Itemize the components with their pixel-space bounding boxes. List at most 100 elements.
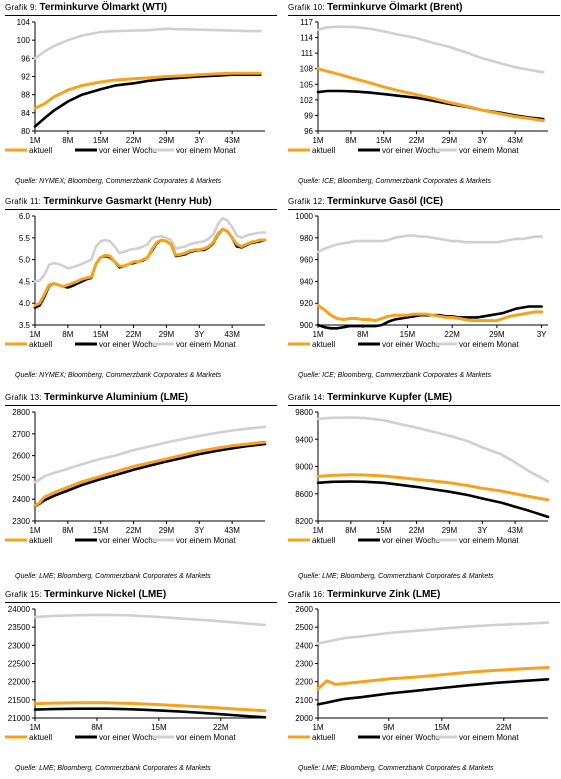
legend-label: vor einer Woche bbox=[382, 340, 441, 349]
chart-title-text: Terminkurve Zink (LME) bbox=[327, 589, 441, 600]
y-tick-label: 9400 bbox=[295, 435, 313, 444]
legend-label: vor einem Monat bbox=[176, 536, 236, 545]
x-tick-label: 22M bbox=[409, 136, 425, 145]
chart-panel: Grafik 11: Terminkurve Gasmarkt (Henry H… bbox=[5, 196, 277, 386]
y-tick-label: 21000 bbox=[8, 714, 31, 723]
line-chart: 900 920 940 960 980 1000 1M 8M 15M 22M 29M 3Y aktuel… bbox=[288, 212, 548, 349]
y-tick-label: 2300 bbox=[12, 517, 30, 526]
x-tick-label: 15M bbox=[434, 723, 450, 732]
series-line-woche bbox=[33, 442, 267, 508]
y-tick-label: 2500 bbox=[12, 473, 30, 482]
chart-title-text: Terminkurve Kupfer (LME) bbox=[327, 392, 452, 403]
legend-label: aktuell bbox=[29, 146, 52, 155]
y-tick-label: 980 bbox=[300, 234, 314, 243]
legend-item-aktuell: aktuell bbox=[5, 536, 52, 545]
x-tick-label: 22M bbox=[409, 526, 425, 535]
series-line-aktuell bbox=[316, 303, 544, 323]
title-divider bbox=[288, 602, 560, 603]
x-tick-label: 8M bbox=[62, 136, 73, 145]
legend-label: vor einer Woche bbox=[99, 340, 158, 349]
y-tick-label: 1000 bbox=[295, 212, 313, 221]
series-line-monat bbox=[316, 234, 543, 254]
y-tick-label: 96 bbox=[304, 127, 313, 136]
series-line-monat bbox=[33, 27, 262, 60]
legend-item-monat: vor einem Monat bbox=[152, 536, 236, 545]
x-tick-label: 22M bbox=[126, 136, 142, 145]
x-tick-label: 1M bbox=[312, 136, 323, 145]
x-tick-label: 3Y bbox=[477, 526, 487, 535]
x-tick-label: 43M bbox=[507, 136, 523, 145]
line-chart: 2300 2400 2500 2600 2700 2800 1M 8M 15M 22M 29M 3Y 4… bbox=[5, 408, 267, 545]
y-tick-label: 2800 bbox=[12, 408, 30, 417]
legend-item-monat: vor einem Monat bbox=[435, 146, 519, 155]
legend-label: vor einem Monat bbox=[459, 536, 519, 545]
legend-item-aktuell: aktuell bbox=[288, 146, 335, 155]
y-tick-label: 104 bbox=[17, 18, 31, 27]
y-tick-label: 99 bbox=[304, 111, 313, 120]
chart-title-text: Terminkurve Ölmarkt (WTI) bbox=[39, 2, 168, 13]
chart-source: Quelle: LME; Bloomberg, Commerzbank Corp… bbox=[298, 765, 494, 772]
chart-source: Quelle: NYMEX; Bloomberg, Commerzbank Co… bbox=[15, 178, 222, 185]
legend-label: aktuell bbox=[312, 536, 335, 545]
legend-label: vor einem Monat bbox=[459, 340, 519, 349]
y-tick-label: 22500 bbox=[8, 660, 31, 669]
legend-item-monat: vor einem Monat bbox=[435, 340, 519, 349]
chart-title: Grafik 14: Terminkurve Kupfer (LME) bbox=[288, 392, 452, 404]
y-tick-label: 84 bbox=[21, 109, 30, 118]
y-tick-label: 4.5 bbox=[19, 277, 31, 286]
legend-item-aktuell: aktuell bbox=[288, 536, 335, 545]
legend-item-woche: vor einer Woche bbox=[358, 146, 441, 155]
chart-source: Quelle: LME; Bloomberg, Commerzbank Corp… bbox=[15, 765, 211, 772]
legend-item-aktuell: aktuell bbox=[288, 340, 335, 349]
legend-item-woche: vor einer Woche bbox=[75, 146, 158, 155]
y-tick-label: 960 bbox=[300, 256, 314, 265]
chart-title-text: Terminkurve Aluminium (LME) bbox=[44, 392, 189, 403]
grafik-number: Grafik 16: bbox=[288, 590, 328, 599]
series-line-monat bbox=[33, 216, 267, 283]
series-line-woche bbox=[33, 707, 267, 719]
x-tick-label: 1M bbox=[29, 330, 40, 339]
title-divider bbox=[5, 405, 277, 406]
chart-source: Quelle: LME; Bloomberg, Commerzbank Corp… bbox=[298, 573, 494, 580]
y-tick-label: 24000 bbox=[8, 605, 31, 614]
x-tick-label: 1M bbox=[29, 723, 40, 732]
series-line-monat bbox=[316, 25, 545, 74]
grafik-number: Grafik 13: bbox=[5, 393, 45, 402]
legend-item-monat: vor einem Monat bbox=[152, 733, 236, 742]
series-line-aktuell bbox=[33, 701, 267, 713]
series-line-monat bbox=[33, 425, 267, 484]
y-tick-label: 9800 bbox=[295, 408, 313, 417]
series-line-woche bbox=[33, 73, 262, 128]
series-line-woche bbox=[316, 678, 550, 706]
legend-item-woche: vor einer Woche bbox=[358, 536, 441, 545]
x-tick-label: 1M bbox=[312, 723, 323, 732]
series-line-aktuell bbox=[33, 227, 267, 307]
x-tick-label: 8M bbox=[345, 526, 356, 535]
legend-item-aktuell: aktuell bbox=[5, 733, 52, 742]
legend-label: vor einem Monat bbox=[459, 733, 519, 742]
chart-panel: Grafik 15: Terminkurve Nickel (LME) 21000… bbox=[5, 589, 277, 779]
legend-label: vor einem Monat bbox=[176, 146, 236, 155]
y-tick-label: 8600 bbox=[295, 490, 313, 499]
y-tick-label: 2000 bbox=[295, 714, 313, 723]
legend-label: vor einem Monat bbox=[176, 340, 236, 349]
series-line-aktuell bbox=[316, 67, 545, 123]
legend-item-woche: vor einer Woche bbox=[75, 733, 158, 742]
x-tick-label: 1M bbox=[312, 526, 323, 535]
y-tick-label: 80 bbox=[21, 127, 30, 136]
x-tick-label: 15M bbox=[151, 723, 167, 732]
x-tick-label: 22M bbox=[444, 330, 460, 339]
y-tick-label: 940 bbox=[300, 277, 314, 286]
legend-label: vor einer Woche bbox=[99, 536, 158, 545]
y-tick-label: 5.5 bbox=[19, 234, 31, 243]
legend-item-aktuell: aktuell bbox=[288, 733, 335, 742]
chart-title: Grafik 16: Terminkurve Zink (LME) bbox=[288, 589, 440, 601]
line-chart: 8200 8600 9000 9400 9800 1M 8M 15M 22M 29M 3Y 43M ak… bbox=[288, 408, 550, 545]
legend-item-aktuell: aktuell bbox=[5, 146, 52, 155]
y-tick-label: 2200 bbox=[295, 678, 313, 687]
chart-source: Quelle: LME; Bloomberg, Commerzbank Corp… bbox=[15, 573, 211, 580]
x-tick-label: 3Y bbox=[194, 136, 204, 145]
y-tick-label: 9000 bbox=[295, 463, 313, 472]
title-divider bbox=[288, 15, 560, 16]
x-tick-label: 3Y bbox=[194, 526, 204, 535]
